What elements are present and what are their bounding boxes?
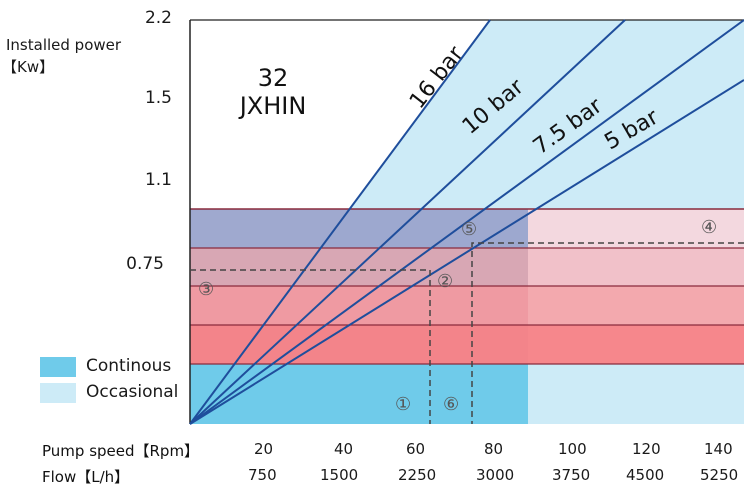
x-row1-label: Pump speed【Rpm】 [42, 442, 200, 460]
dash-guide-3-2-1 [190, 269, 431, 424]
series-line-7-5bar [189, 19, 744, 425]
x-row2-tick: 4500 [626, 466, 665, 484]
legend-swatch-continuous [40, 357, 76, 377]
x-row1-tick: 40 [334, 440, 354, 458]
x-row1-tick: 80 [484, 440, 504, 458]
band-4-right [528, 325, 744, 364]
dash-guide-4-5-6 [471, 242, 744, 424]
series-line-5bar [189, 79, 744, 425]
marker-1: ① [395, 394, 411, 415]
x-row2-tick: 750 [248, 466, 277, 484]
x-row2-tick: 3000 [476, 466, 515, 484]
chart-title-line2: JXHIN [238, 92, 307, 120]
legend-swatch-occasional [40, 383, 76, 403]
marker-5: ⑤ [461, 219, 477, 240]
series-line-16bar [189, 19, 491, 425]
legend-label-occasional: Occasional [86, 382, 179, 402]
x-row1-tick: 60 [406, 440, 426, 458]
y-axis-label-line1: Installed power [6, 36, 122, 54]
y-tick-label: 1.5 [144, 88, 172, 108]
marker-6: ⑥ [443, 394, 459, 415]
series-line-10bar [189, 19, 626, 425]
chart-title-line1: 32 [258, 64, 289, 92]
y-tick-label: 1.1 [144, 170, 172, 190]
x-row2-label: Flow【L/h】 [42, 468, 130, 486]
marker-3: ③ [198, 279, 214, 300]
x-row1-tick: 120 [632, 440, 661, 458]
band-3-right [528, 286, 744, 325]
x-row1-tick: 100 [558, 440, 587, 458]
marker-2: ② [437, 271, 453, 292]
x-row2-tick: 2250 [398, 466, 437, 484]
x-row2-tick: 5250 [700, 466, 739, 484]
x-row2-tick: 3750 [552, 466, 591, 484]
y-tick-label: 2.2 [144, 8, 172, 28]
continuous-region [190, 364, 528, 424]
marker-4: ④ [701, 217, 717, 238]
y-axis-label-line2: 【Kw】 [2, 58, 55, 76]
x-row1-tick: 20 [254, 440, 274, 458]
x-row1-tick: 140 [704, 440, 733, 458]
legend-label-continuous: Continous [86, 356, 172, 376]
band-1-right [528, 209, 744, 248]
y-tick-label: 0.75 [126, 254, 164, 274]
x-row2-tick: 1500 [320, 466, 359, 484]
band-2-right [528, 248, 744, 286]
occasional-lower-right [528, 364, 744, 424]
